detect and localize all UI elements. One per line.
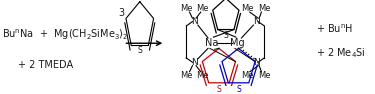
Text: Me: Me (258, 71, 270, 80)
Text: + 2 Me$_4$Si: + 2 Me$_4$Si (316, 47, 366, 61)
Text: + Bu$^\mathregular{n}$H: + Bu$^\mathregular{n}$H (316, 22, 353, 35)
Text: Me: Me (241, 4, 253, 13)
Text: S: S (236, 85, 241, 94)
Text: Me: Me (180, 71, 192, 80)
Text: N: N (253, 17, 260, 26)
Text: 3: 3 (118, 8, 124, 18)
Text: + 2 TMEDA: + 2 TMEDA (18, 60, 73, 70)
Text: S: S (224, 31, 228, 40)
Text: Na: Na (205, 38, 218, 48)
Text: S: S (137, 46, 142, 55)
Text: N: N (191, 58, 198, 67)
Text: Me: Me (196, 4, 209, 13)
Text: N: N (191, 17, 198, 26)
Text: Me: Me (258, 4, 270, 13)
Text: Me: Me (180, 4, 192, 13)
Text: S: S (216, 85, 221, 94)
Text: Me: Me (196, 71, 209, 80)
Text: N: N (253, 58, 260, 67)
Text: Me: Me (241, 71, 253, 80)
Text: Bu$^\mathregular{n}$Na  +  Mg(CH$_2$SiMe$_3$)$_2$: Bu$^\mathregular{n}$Na + Mg(CH$_2$SiMe$_… (2, 27, 128, 42)
Text: Mg: Mg (231, 38, 245, 48)
